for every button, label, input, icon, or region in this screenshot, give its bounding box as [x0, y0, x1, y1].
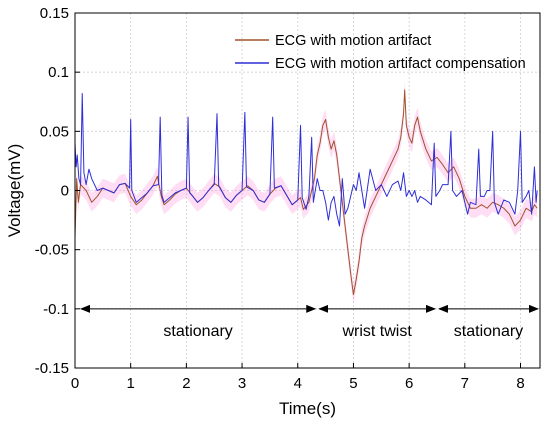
series-layer	[74, 89, 538, 296]
x-tick-label-5: 5	[349, 375, 357, 392]
y-tick-label-5: 0.1	[48, 64, 69, 81]
x-tick-label-8: 8	[516, 375, 524, 392]
x-tick-label-6: 6	[405, 375, 413, 392]
series-line-0	[74, 89, 538, 296]
x-tick-label-4: 4	[294, 375, 302, 392]
y-tick-label-4: 0.05	[40, 123, 69, 140]
y-tick-label-6: 0.15	[40, 5, 69, 22]
series-line-1	[74, 92, 538, 227]
x-axis-title: Time(s)	[279, 399, 336, 418]
y-tick-label-1: -0.1	[43, 301, 69, 318]
y-tick-label-0: -0.15	[35, 360, 69, 377]
annotation-label-0: stationary	[163, 323, 232, 340]
annotation-label-1: wrist twist	[341, 323, 412, 340]
y-tick-label-3: 0	[61, 183, 69, 200]
series-0-band	[75, 80, 538, 305]
ticks: 0 1 2 3 4 5 6 7 8 -0.15 -0.1 -0.05 0 0.05 0.1 0.15	[35, 5, 525, 392]
x-tick-label-7: 7	[461, 375, 469, 392]
y-tick-label-2: -0.05	[35, 242, 69, 259]
y-axis-title: Voltage(mV)	[5, 144, 24, 238]
legend: ECG with motion artifact ECG with motion …	[235, 33, 526, 72]
annotations: stationary wrist twist stationary	[80, 304, 539, 340]
x-tick-label-3: 3	[238, 375, 246, 392]
legend-label-0: ECG with motion artifact	[275, 33, 431, 49]
annotation-label-2: stationary	[454, 323, 523, 340]
legend-label-1: ECG with motion artifact compensation	[275, 56, 526, 72]
x-tick-label-1: 1	[127, 375, 135, 392]
uncertainty-band	[75, 80, 538, 305]
x-tick-label-0: 0	[71, 375, 79, 392]
x-tick-label-2: 2	[182, 375, 190, 392]
